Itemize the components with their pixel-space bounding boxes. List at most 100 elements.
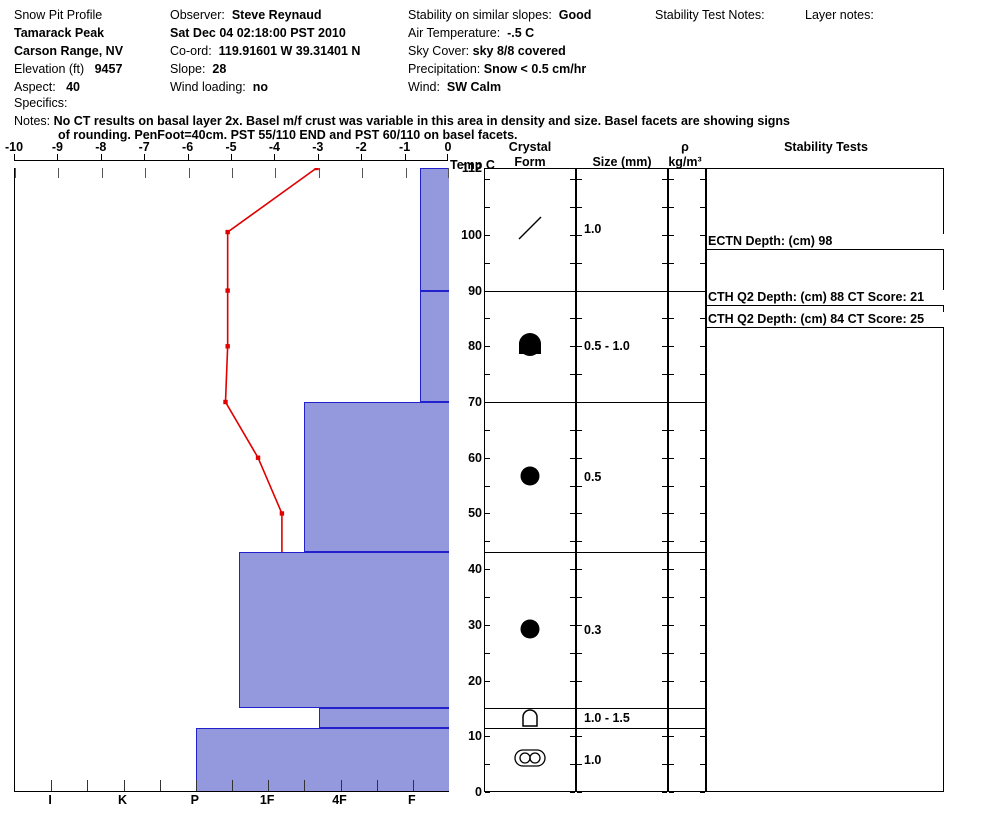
rounded-grain-icon	[519, 618, 541, 643]
grain-size-cell: 1.0	[584, 222, 602, 237]
column-depth-tick	[662, 569, 667, 571]
hardness-label-4f: 4F	[332, 793, 347, 807]
column-depth-tick	[662, 708, 667, 710]
column-depth-tick	[662, 736, 667, 738]
grain-size-cell: 0.5 - 1.0	[584, 339, 630, 354]
density-cell	[668, 728, 706, 792]
depth-tick-label: 90	[468, 283, 482, 298]
column-depth-tick	[669, 569, 674, 571]
column-depth-tick	[570, 234, 575, 236]
crystal-form-cell	[484, 552, 576, 708]
column-depth-tick	[570, 792, 575, 793]
plot-bottom-tick	[51, 780, 53, 792]
column-depth-tick	[570, 736, 575, 738]
column-depth-tick	[669, 792, 674, 793]
stability-tests-header: Stability Tests	[784, 140, 868, 154]
column-depth-tick	[662, 457, 667, 459]
plot-top-tick	[232, 168, 233, 178]
temp-tick	[274, 154, 276, 161]
density-cell	[668, 402, 706, 552]
layer-separator	[484, 402, 706, 403]
profile-title: Snow Pit Profile	[14, 8, 103, 22]
depth-tick-label: 40	[468, 562, 482, 577]
density-units-header: kg/m³	[668, 155, 702, 169]
column-depth-tick	[662, 429, 667, 431]
crystal-form-cell	[484, 708, 576, 728]
column-depth-tick	[700, 624, 705, 626]
hardness-label-i: I	[48, 793, 52, 807]
slope-field: Slope: 28	[170, 62, 227, 76]
column-depth-tick	[570, 541, 575, 543]
hardness-label-k: K	[117, 793, 128, 807]
precipitation-field: Precipitation: Snow < 0.5 cm/hr	[408, 62, 587, 76]
column-depth-tick	[485, 792, 490, 793]
column-depth-tick	[700, 597, 705, 598]
column-depth-tick	[570, 708, 575, 710]
column-depth-tick	[577, 402, 582, 403]
crystal-form-cell	[484, 168, 576, 291]
column-depth-tick	[669, 652, 674, 654]
hardness-layer-bar	[318, 708, 449, 728]
column-depth-tick	[669, 764, 674, 766]
hardness-label-1f: 1F	[259, 793, 275, 807]
column-depth-tick	[485, 764, 490, 766]
crystal-form-cell	[484, 402, 576, 552]
column-depth-tick	[700, 402, 705, 403]
hardness-scale-labels: I K P 1F 4F F	[14, 793, 448, 811]
plot-top-tick	[318, 168, 320, 178]
stability-test-row[interactable]: ECTN Depth: (cm) 98	[707, 234, 944, 250]
column-depth-tick	[662, 346, 667, 348]
column-depth-tick	[700, 680, 705, 682]
column-depth-tick	[700, 429, 705, 431]
column-depth-tick	[662, 234, 667, 236]
temp-tick-label: -3	[312, 140, 324, 154]
melt-freeze-crust-icon	[518, 705, 542, 732]
temp-tick-label: -10	[4, 140, 24, 154]
column-depth-tick	[662, 624, 667, 626]
column-depth-tick	[485, 597, 490, 598]
column-depth-tick	[577, 429, 582, 431]
hardness-label-p: P	[190, 793, 199, 807]
stability-test-notes-column: Stability Test Notes:	[655, 6, 800, 24]
temp-tick-label: 0	[444, 140, 452, 154]
grain-size-cell: 1.0 - 1.5	[584, 711, 630, 726]
column-depth-tick	[570, 262, 575, 264]
temp-tick	[57, 154, 59, 161]
temp-tick-label: -1	[399, 140, 411, 154]
column-depth-tick	[577, 652, 582, 654]
column-depth-tick	[570, 290, 575, 292]
wind-loading-field: Wind loading: no	[170, 80, 268, 94]
temp-tick	[144, 154, 146, 161]
column-depth-tick	[669, 513, 674, 515]
column-depth-tick	[485, 179, 490, 181]
column-depth-tick	[662, 374, 667, 376]
temp-tick	[317, 154, 319, 161]
pit-header: Snow Pit Profile Tamarack Peak Carson Ra…	[0, 0, 994, 142]
grain-size-cell: 1.0	[584, 752, 602, 767]
plot-bottom-tick	[268, 780, 270, 792]
column-depth-tick	[570, 680, 575, 682]
notes-label: Notes:	[14, 114, 51, 128]
column-depth-tick	[577, 290, 582, 292]
temperature-data-point	[314, 168, 319, 171]
stability-test-row[interactable]: CTH Q2 Depth: (cm) 88 CT Score: 21	[707, 289, 944, 306]
notes-text-line1: No CT results on basal layer 2x. Basel m…	[53, 114, 791, 128]
column-depth-tick	[662, 402, 667, 403]
column-depth-tick	[570, 374, 575, 376]
hardness-layer-bar	[420, 168, 449, 291]
column-depth-tick	[485, 402, 490, 403]
site-name: Tamarack Peak	[14, 26, 105, 40]
column-depth-tick	[669, 374, 674, 376]
column-depth-tick	[577, 597, 582, 598]
plot-top-tick	[448, 168, 449, 178]
column-depth-tick	[485, 680, 490, 682]
stability-test-row[interactable]: CTH Q2 Depth: (cm) 84 CT Score: 25	[707, 312, 944, 328]
column-depth-tick	[700, 262, 705, 264]
size-column-header: Size (mm)	[592, 155, 652, 169]
column-depth-tick	[662, 513, 667, 515]
crystal-form-cell	[484, 291, 576, 402]
plot-bottom-tick	[87, 780, 89, 792]
column-depth-tick	[669, 485, 674, 487]
column-depth-tick	[700, 290, 705, 292]
temp-tick	[447, 154, 448, 161]
